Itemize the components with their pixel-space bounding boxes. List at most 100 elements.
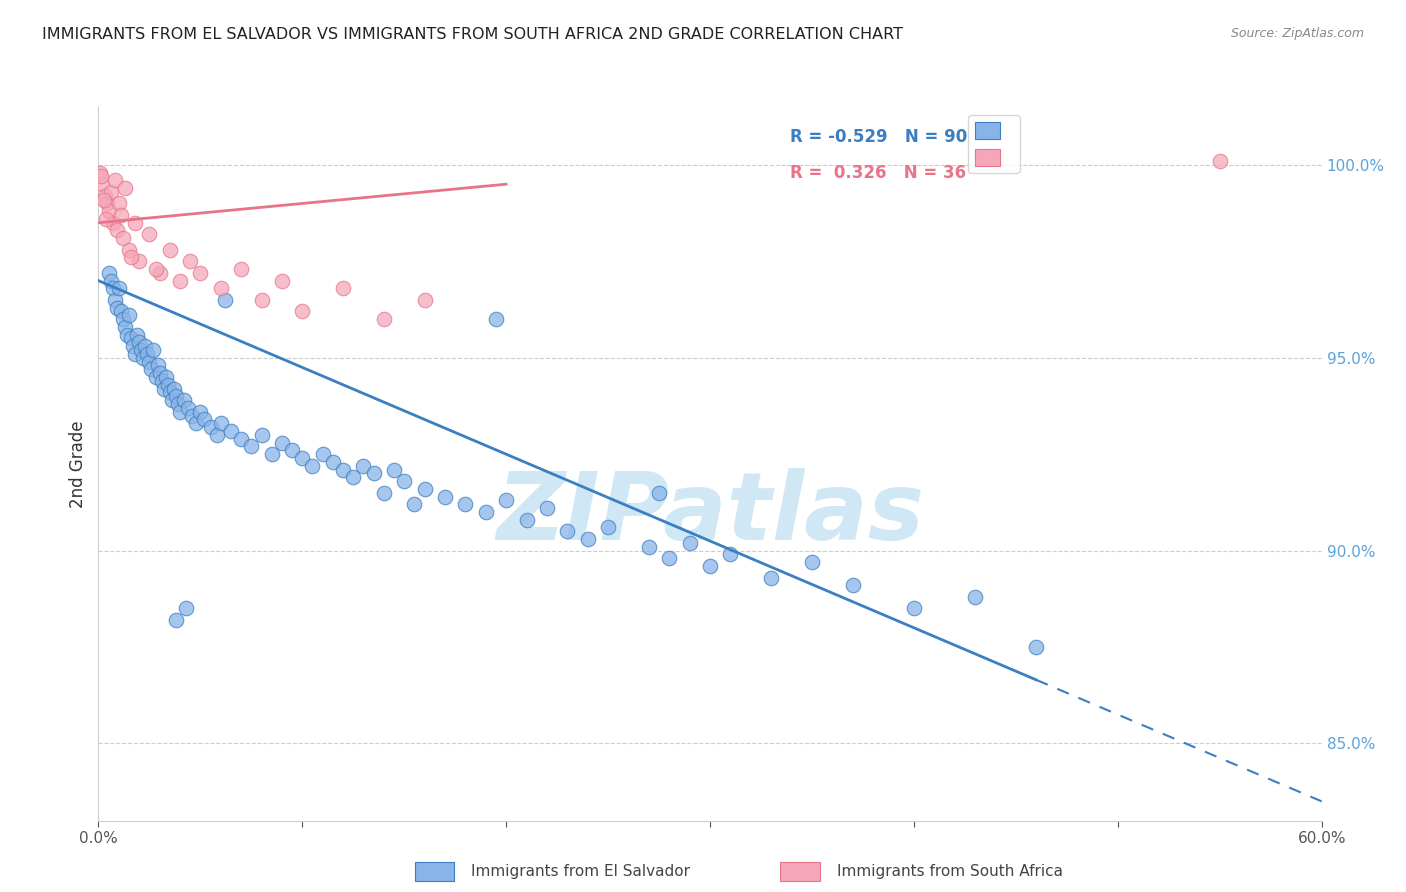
Point <box>219 424 242 438</box>
Point <box>94 211 117 226</box>
Point <box>404 497 426 511</box>
Point <box>124 216 146 230</box>
Point <box>536 501 558 516</box>
Point <box>193 412 215 426</box>
Point <box>433 490 456 504</box>
Point <box>127 327 149 342</box>
Y-axis label: 2nd Grade: 2nd Grade <box>69 420 87 508</box>
Point <box>165 389 187 403</box>
Point <box>96 196 118 211</box>
Point <box>110 208 132 222</box>
Point <box>291 304 314 318</box>
Point <box>89 166 111 180</box>
Point <box>1208 154 1232 169</box>
Point <box>179 254 201 268</box>
Point <box>108 196 131 211</box>
Point <box>260 447 283 461</box>
Point <box>281 443 304 458</box>
Point <box>648 485 671 500</box>
Point <box>965 590 987 604</box>
Point <box>312 447 335 461</box>
Point <box>658 551 681 566</box>
Point <box>270 274 294 288</box>
Point <box>214 293 236 307</box>
Point <box>105 223 128 237</box>
Point <box>91 177 114 191</box>
Point <box>382 462 405 476</box>
Text: R = -0.529   N = 90: R = -0.529 N = 90 <box>790 128 967 146</box>
Point <box>169 405 191 419</box>
Point <box>576 532 599 546</box>
Point <box>149 366 172 380</box>
Point <box>841 578 863 592</box>
Point <box>101 281 124 295</box>
Point <box>363 467 385 481</box>
Point <box>373 312 395 326</box>
Point <box>104 173 127 187</box>
Point <box>557 524 579 539</box>
Point <box>138 354 160 368</box>
Legend: , : , <box>969 115 1019 173</box>
Point <box>720 548 742 562</box>
Point <box>516 513 538 527</box>
Text: Immigrants from El Salvador: Immigrants from El Salvador <box>471 864 690 879</box>
Point <box>97 266 120 280</box>
Point <box>699 559 721 574</box>
Point <box>186 417 208 431</box>
Point <box>167 397 190 411</box>
Point <box>138 227 160 242</box>
Point <box>124 347 146 361</box>
Point <box>332 281 354 295</box>
Point <box>100 185 122 199</box>
Point <box>231 432 253 446</box>
Point <box>114 181 136 195</box>
Point <box>291 451 314 466</box>
Point <box>413 293 436 307</box>
Point <box>332 462 354 476</box>
Point <box>97 204 120 219</box>
Point <box>155 370 177 384</box>
Point <box>145 370 167 384</box>
Point <box>392 474 416 488</box>
Text: R =  0.326   N = 36: R = 0.326 N = 36 <box>790 164 966 182</box>
Point <box>104 293 127 307</box>
Text: Immigrants from South Africa: Immigrants from South Africa <box>837 864 1063 879</box>
Point <box>111 231 134 245</box>
Point <box>100 274 122 288</box>
Point <box>156 377 179 392</box>
Point <box>141 362 163 376</box>
Point <box>903 601 925 615</box>
Point <box>122 339 145 353</box>
Point <box>759 571 782 585</box>
Point <box>474 505 498 519</box>
Point <box>136 347 159 361</box>
Point <box>105 301 128 315</box>
Point <box>160 393 183 408</box>
Text: ZIPatlas: ZIPatlas <box>496 467 924 560</box>
Point <box>173 393 195 408</box>
Point <box>342 470 364 484</box>
Point <box>115 327 138 342</box>
Point <box>152 382 174 396</box>
Text: IMMIGRANTS FROM EL SALVADOR VS IMMIGRANTS FROM SOUTH AFRICA 2ND GRADE CORRELATIO: IMMIGRANTS FROM EL SALVADOR VS IMMIGRANT… <box>42 27 903 42</box>
Point <box>231 262 253 277</box>
Point <box>240 440 263 454</box>
Point <box>108 281 131 295</box>
Point <box>373 485 395 500</box>
Point <box>93 193 115 207</box>
Point <box>181 409 204 423</box>
Text: Source: ZipAtlas.com: Source: ZipAtlas.com <box>1230 27 1364 40</box>
Point <box>111 312 134 326</box>
Point <box>90 169 112 184</box>
Point <box>485 312 508 326</box>
Point <box>188 266 212 280</box>
Point <box>209 281 232 295</box>
Point <box>454 497 477 511</box>
Point <box>188 405 212 419</box>
Point <box>128 254 150 268</box>
Point <box>177 401 200 415</box>
Point <box>200 420 222 434</box>
Point <box>322 455 344 469</box>
Point <box>205 428 228 442</box>
Point <box>101 216 124 230</box>
